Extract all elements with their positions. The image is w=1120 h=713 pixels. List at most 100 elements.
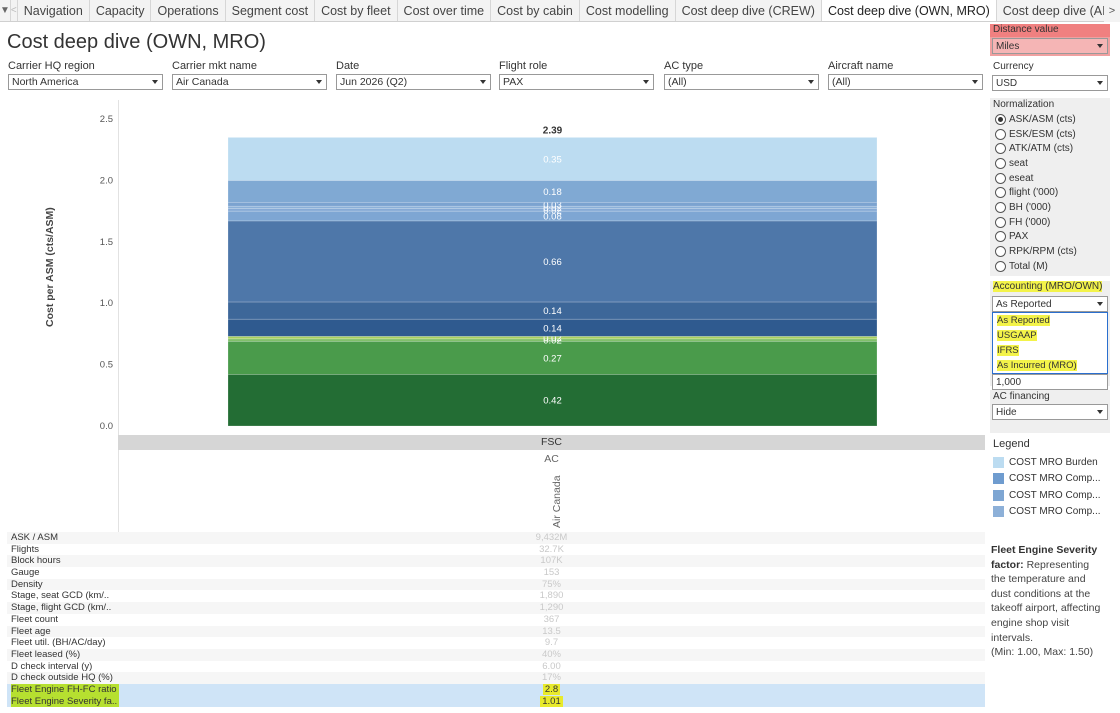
filter-select[interactable]: North America bbox=[8, 74, 163, 90]
accounting-option-label: IFRS bbox=[997, 345, 1019, 356]
tab-cost-modelling[interactable]: Cost modelling bbox=[580, 0, 676, 21]
tab-bar: ▼ < Navigation Capacity Operations Segment … bbox=[0, 0, 1120, 22]
tab-capacity[interactable]: Capacity bbox=[90, 0, 152, 21]
normalization-option[interactable]: PAX bbox=[990, 230, 1110, 245]
normalization-option[interactable]: flight ('000) bbox=[990, 185, 1110, 200]
accounting-option[interactable]: IFRS bbox=[993, 343, 1107, 358]
radio-icon[interactable] bbox=[995, 143, 1006, 155]
filter-carrier-mkt-name: Carrier mkt name Air Canada bbox=[172, 60, 327, 90]
radio-icon[interactable] bbox=[995, 113, 1006, 125]
metric-label: Gauge bbox=[11, 567, 40, 579]
table-row: Gauge 153 bbox=[7, 567, 985, 579]
bar-segment[interactable] bbox=[227, 180, 878, 203]
accounting-select[interactable]: As Reported bbox=[992, 296, 1108, 312]
accounting-option[interactable]: USGAAP bbox=[993, 328, 1107, 343]
radio-icon[interactable] bbox=[995, 187, 1006, 199]
normalization-option[interactable]: BH ('000) bbox=[990, 200, 1110, 215]
normalization-option[interactable]: ESK/ESM (cts) bbox=[990, 127, 1110, 142]
y-tick-label: 2.0 bbox=[100, 175, 113, 186]
normalization-option[interactable]: RPK/RPM (cts) bbox=[990, 244, 1110, 259]
filter-select[interactable]: (All) bbox=[828, 74, 983, 90]
metric-label: Fleet util. (BH/AC/day) bbox=[11, 637, 106, 649]
tab-operations[interactable]: Operations bbox=[151, 0, 226, 21]
normalization-option[interactable]: Total (M) bbox=[990, 259, 1110, 274]
currency-select[interactable]: USD bbox=[992, 75, 1108, 91]
legend-label: COST MRO Burden bbox=[1009, 456, 1098, 468]
legend-item[interactable]: COST MRO Comp... bbox=[990, 471, 1110, 488]
segment-value-label: 0.02 bbox=[543, 205, 562, 216]
accounting-dropdown-list: As Reported USGAAP IFRS As Incurred (MRO) bbox=[992, 312, 1108, 374]
table-row: Fleet util. (BH/AC/day) 9.7 bbox=[7, 637, 985, 649]
legend-item[interactable]: COST MRO Comp... bbox=[990, 504, 1110, 521]
bar-segment[interactable] bbox=[227, 205, 878, 209]
financing-select-value: Hide bbox=[996, 406, 1017, 418]
y-tick-label: 1.5 bbox=[100, 237, 113, 248]
table-row: Density 75% bbox=[7, 578, 985, 591]
category-group-fsc: FSC bbox=[118, 435, 985, 450]
chevron-down-icon bbox=[808, 80, 814, 84]
radio-icon[interactable] bbox=[995, 231, 1006, 243]
radio-label: flight ('000) bbox=[1009, 187, 1059, 199]
normalization-option[interactable]: ATK/ATM (cts) bbox=[990, 141, 1110, 156]
tab-prev-icon[interactable]: < bbox=[11, 0, 18, 21]
distance-value-control: Distance value Miles bbox=[990, 24, 1110, 56]
metric-label: ASK / ASM bbox=[11, 532, 58, 543]
tab-segment-cost[interactable]: Segment cost bbox=[226, 0, 316, 21]
tab-cost-over-time[interactable]: Cost over time bbox=[398, 0, 492, 21]
filter-select[interactable]: PAX bbox=[499, 74, 654, 90]
normalization-label: Normalization bbox=[993, 99, 1055, 110]
normalization-option[interactable]: eseat bbox=[990, 171, 1110, 186]
chevron-down-icon bbox=[1097, 302, 1103, 306]
metric-value: 32.7K bbox=[539, 543, 564, 555]
desc-range: (Min: 1.00, Max: 1.50) bbox=[991, 646, 1094, 659]
bar-segment[interactable] bbox=[227, 137, 878, 181]
tab-cost-by-fleet[interactable]: Cost by fleet bbox=[315, 0, 398, 21]
accounting-option[interactable]: As Incurred (MRO) bbox=[993, 358, 1107, 373]
normalization-option[interactable]: seat bbox=[990, 156, 1110, 171]
segment-value-label: 0.02 bbox=[543, 336, 562, 347]
radio-icon[interactable] bbox=[995, 246, 1006, 258]
y-tick-label: 2.5 bbox=[100, 114, 113, 125]
normalization-option[interactable]: FH ('000) bbox=[990, 215, 1110, 230]
chevron-down-icon bbox=[972, 80, 978, 84]
metrics-table: ASK / ASM 9,432M Flights 32.7K Block hours 10… bbox=[7, 532, 985, 708]
tab-cost-deep-dive-crew[interactable]: Cost deep dive (CREW) bbox=[676, 0, 822, 21]
metric-label: Stage, seat GCD (km/.. bbox=[11, 590, 110, 602]
radio-icon[interactable] bbox=[995, 172, 1006, 184]
tab-cost-deep-dive-own-mro[interactable]: Cost deep dive (OWN, MRO) bbox=[821, 0, 997, 21]
filter-value: North America bbox=[12, 76, 79, 88]
radio-icon[interactable] bbox=[995, 157, 1006, 169]
radio-label: FH ('000) bbox=[1009, 216, 1051, 228]
bar-segment[interactable] bbox=[227, 374, 878, 427]
filter-select[interactable]: Jun 2026 (Q2) bbox=[336, 74, 491, 90]
hidden-value-field[interactable]: 1,000 bbox=[992, 374, 1108, 390]
filter-select[interactable]: Air Canada bbox=[172, 74, 327, 90]
normalization-option[interactable]: ASK/ASM (cts) bbox=[990, 112, 1110, 127]
radio-icon[interactable] bbox=[995, 201, 1006, 213]
tab-menu-icon[interactable]: ▼ bbox=[0, 0, 11, 21]
radio-icon[interactable] bbox=[995, 128, 1006, 140]
table-row: Stage, flight GCD (km/.. 1,290 bbox=[7, 602, 985, 614]
metric-value: 75% bbox=[541, 578, 561, 590]
distance-label: Distance value bbox=[990, 24, 1110, 37]
bar-segment[interactable] bbox=[227, 220, 878, 303]
distance-select[interactable]: Miles bbox=[992, 38, 1108, 54]
radio-icon[interactable] bbox=[995, 216, 1006, 228]
legend-item[interactable]: COST MRO Burden bbox=[990, 454, 1110, 471]
filter-select[interactable]: (All) bbox=[664, 74, 819, 90]
financing-select[interactable]: Hide bbox=[992, 404, 1108, 420]
tab-cost-deep-dive-airport[interactable]: Cost deep dive (AIRPORT) bbox=[997, 0, 1120, 21]
tab-next-icon[interactable]: > bbox=[1104, 0, 1120, 22]
chevron-down-icon bbox=[1097, 81, 1103, 85]
chevron-down-icon bbox=[316, 80, 322, 84]
metric-label: Stage, flight GCD (km/.. bbox=[11, 602, 112, 614]
metric-value: 13.5 bbox=[542, 625, 561, 637]
accounting-option[interactable]: As Reported bbox=[993, 313, 1107, 328]
radio-icon[interactable] bbox=[995, 260, 1006, 272]
tab-cost-by-cabin[interactable]: Cost by cabin bbox=[491, 0, 580, 21]
y-tick-label: 0.0 bbox=[100, 421, 113, 432]
tab-navigation[interactable]: Navigation bbox=[18, 0, 90, 21]
bar-segment[interactable] bbox=[227, 340, 878, 375]
legend-item[interactable]: COST MRO Comp... bbox=[990, 487, 1110, 504]
metric-value: 1.01 bbox=[540, 695, 563, 707]
